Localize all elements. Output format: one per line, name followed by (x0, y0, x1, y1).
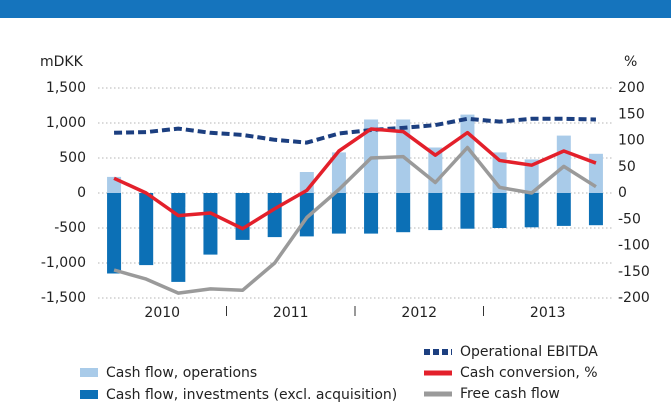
y-tick-label: 0 (77, 185, 86, 201)
series-line (114, 116, 596, 145)
bar (267, 193, 282, 238)
y2-tick-label: 200 (618, 80, 645, 96)
y2-tick-label: -50 (618, 211, 641, 227)
bar (331, 193, 346, 234)
y-tick-label: -500 (54, 220, 86, 236)
y-axis-label: mDKK (40, 54, 84, 70)
legend-swatch (80, 368, 98, 377)
y2-tick-label: 0 (618, 185, 627, 201)
legend-label: Free cash flow (460, 386, 560, 402)
bar (396, 193, 411, 233)
legend-swatch (80, 390, 98, 399)
bar (460, 193, 475, 229)
bar (171, 193, 186, 282)
bar (556, 135, 571, 193)
legend-label: Operational EBITDA (460, 344, 598, 360)
y2-tick-label: -150 (618, 264, 650, 280)
legend-label: Cash flow, investments (excl. acquisitio… (106, 387, 397, 403)
y-tick-label: 500 (59, 150, 86, 166)
y-tick-label: 1,500 (46, 80, 86, 96)
bar (364, 193, 379, 234)
bar (203, 193, 218, 255)
bar (299, 193, 314, 237)
x-group-label: 2011 (273, 305, 309, 321)
bar (428, 193, 443, 231)
bar (107, 193, 122, 274)
top-band (0, 0, 671, 18)
bar (331, 152, 346, 193)
x-group-label: 2012 (401, 305, 437, 321)
y2-tick-label: -100 (618, 238, 650, 254)
y2-tick-label: 150 (618, 106, 645, 122)
bar (588, 193, 603, 226)
y2-tick-label: -200 (618, 290, 650, 306)
y2-tick-label: 100 (618, 133, 645, 149)
y-tick-label: -1,500 (41, 290, 86, 306)
y-tick-label: -1,000 (41, 255, 86, 271)
y-tick-label: 1,000 (46, 115, 86, 131)
legend-label: Cash flow, operations (106, 365, 257, 381)
bar (492, 193, 507, 228)
bar (524, 159, 539, 193)
series-line (113, 127, 597, 231)
x-group-label: 2010 (144, 305, 180, 321)
series-line (113, 145, 597, 295)
y2-axis-label: % (624, 54, 637, 70)
bar (235, 193, 250, 240)
y2-tick-label: 50 (618, 159, 636, 175)
bar (556, 193, 571, 226)
bar (524, 193, 539, 228)
legend-label: Cash conversion, % (460, 365, 598, 381)
x-group-label: 2013 (530, 305, 566, 321)
bar (139, 193, 154, 266)
